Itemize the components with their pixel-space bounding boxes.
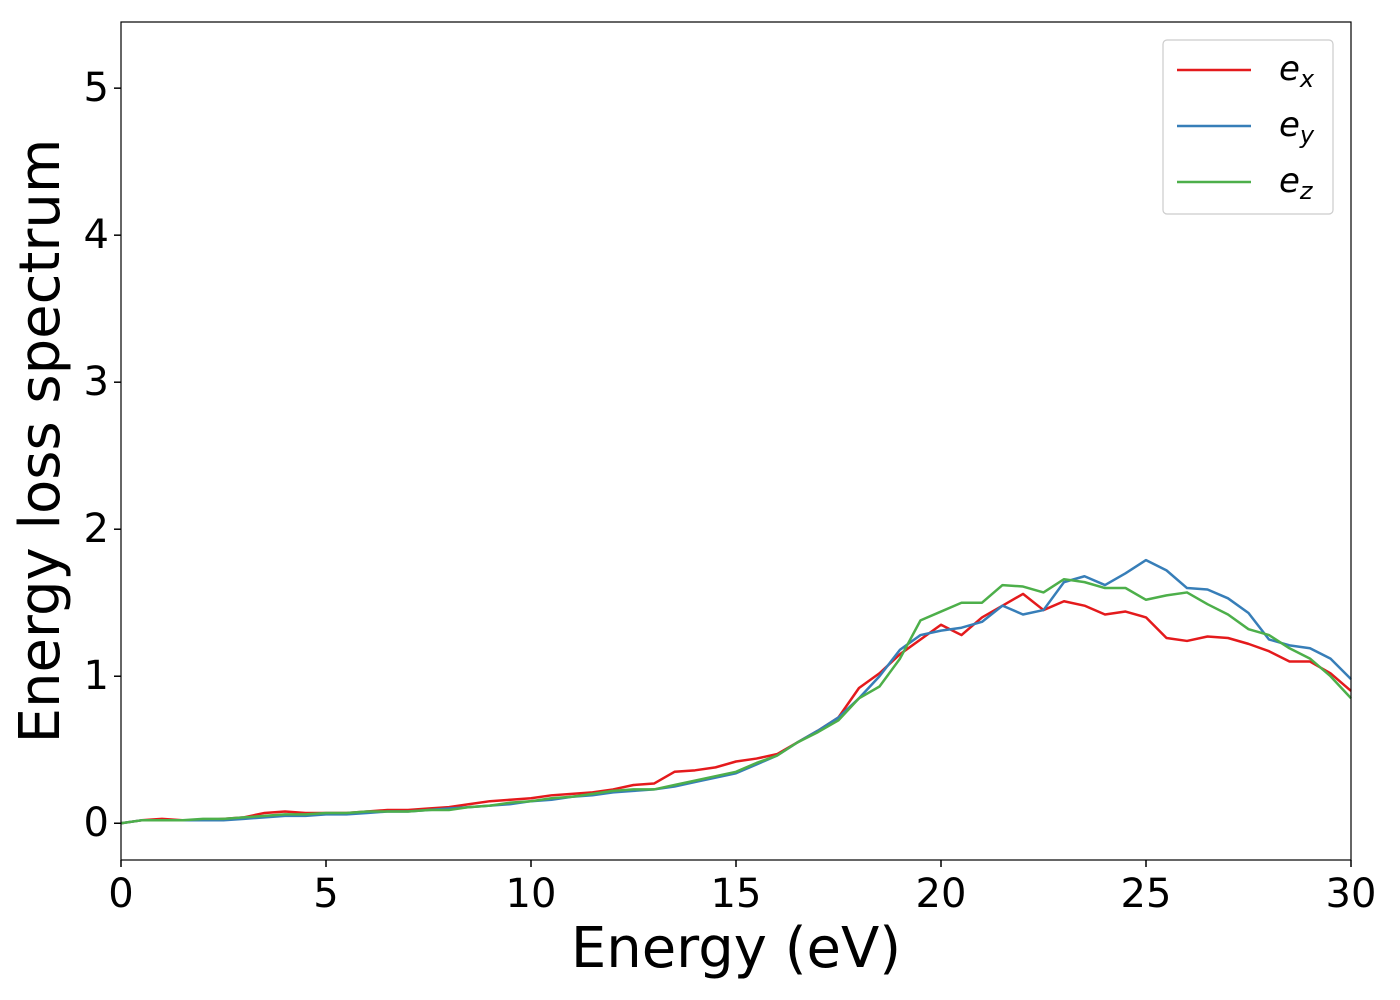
data-line <box>120 558 1352 825</box>
data-line <box>120 592 1352 825</box>
y-tick-label: 1 <box>84 653 109 699</box>
legend-label: ez <box>1279 161 1314 206</box>
y-tick-label: 0 <box>84 800 109 846</box>
x-tick-label: 25 <box>1121 871 1172 917</box>
y-tick-label: 4 <box>84 212 109 258</box>
x-tick-label: 20 <box>916 871 967 917</box>
x-tick-label: 30 <box>1326 871 1377 917</box>
y-tick-label: 5 <box>84 65 109 111</box>
x-tick-label: 10 <box>506 871 557 917</box>
legend-label: ey <box>1279 105 1315 150</box>
x-tick-label: 5 <box>313 871 338 917</box>
data-line <box>120 577 1352 825</box>
y-axis-label: Energy loss spectrum <box>8 139 73 744</box>
x-tick-label: 0 <box>108 871 133 917</box>
plot-frame <box>120 21 1352 861</box>
x-axis-label: Energy (eV) <box>571 916 901 981</box>
y-tick-label: 3 <box>84 359 109 405</box>
x-tick-label: 15 <box>711 871 762 917</box>
legend-label: ex <box>1279 49 1315 94</box>
y-tick-label: 2 <box>84 506 109 552</box>
